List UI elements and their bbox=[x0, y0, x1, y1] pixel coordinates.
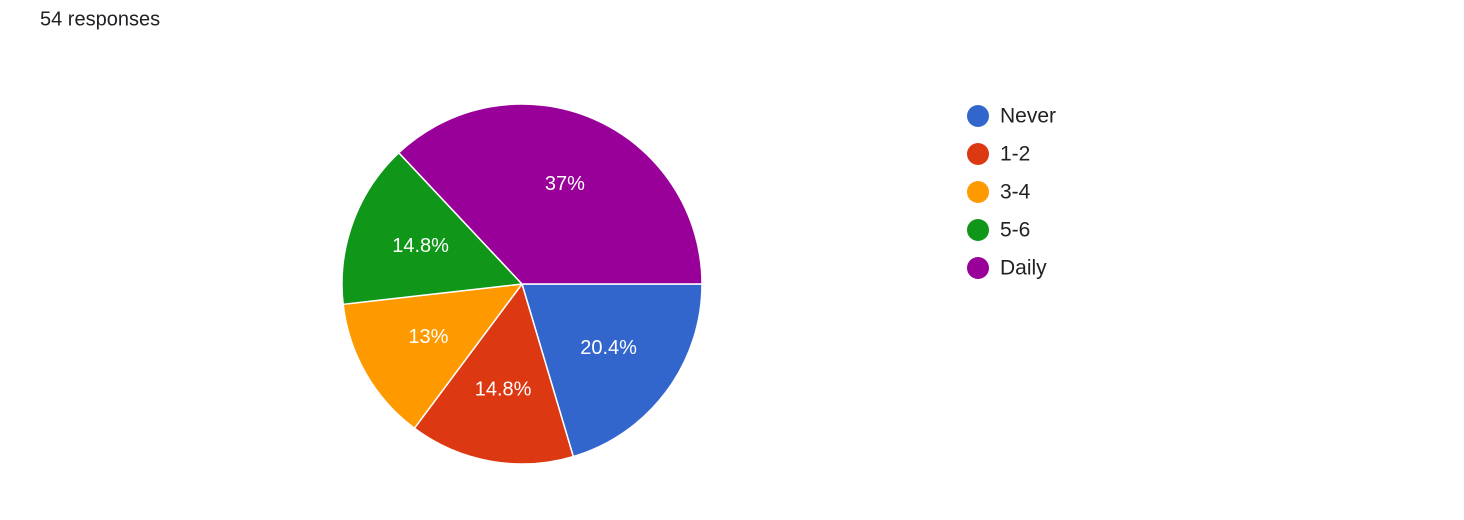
slice-label: 14.8% bbox=[392, 235, 449, 257]
pie-slice bbox=[341, 151, 524, 306]
slice-label: 20.4% bbox=[580, 337, 637, 359]
pie-slice bbox=[413, 282, 575, 465]
legend-label: Daily bbox=[1000, 257, 1047, 280]
legend-marker bbox=[967, 257, 989, 279]
legend-label: Never bbox=[1000, 105, 1056, 128]
pie-slice bbox=[520, 283, 703, 458]
legend-marker bbox=[967, 105, 989, 127]
legend-marker bbox=[967, 143, 989, 165]
slice-label: 13% bbox=[408, 326, 448, 348]
slice-label: 14.8% bbox=[475, 379, 532, 401]
legend-marker bbox=[967, 181, 989, 203]
legend-marker bbox=[967, 219, 989, 241]
pie-slice bbox=[397, 103, 703, 285]
legend-label: 3-4 bbox=[1000, 181, 1031, 204]
chart-title: 54 responses bbox=[40, 8, 160, 30]
legend-label: 1-2 bbox=[1000, 143, 1030, 166]
slice-label: 37% bbox=[545, 173, 585, 195]
pie-slice bbox=[342, 283, 524, 430]
legend-label: 5-6 bbox=[1000, 219, 1030, 242]
